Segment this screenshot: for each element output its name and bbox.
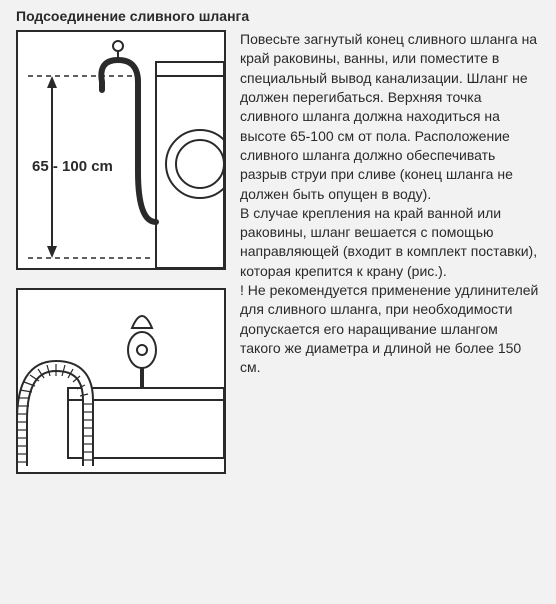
figure-hose-guide: [16, 288, 226, 474]
figure-column: 65 - 100 cm: [16, 30, 226, 492]
manual-page: Подсоединение сливного шланга 65 - 100 c…: [0, 0, 556, 604]
drain-height-illustration: [18, 32, 224, 268]
section-heading: Подсоединение сливного шланга: [16, 8, 540, 24]
content-wrap: 65 - 100 cm: [16, 30, 540, 492]
hose-guide-illustration: [18, 290, 224, 472]
figure-drain-height: 65 - 100 cm: [16, 30, 226, 270]
